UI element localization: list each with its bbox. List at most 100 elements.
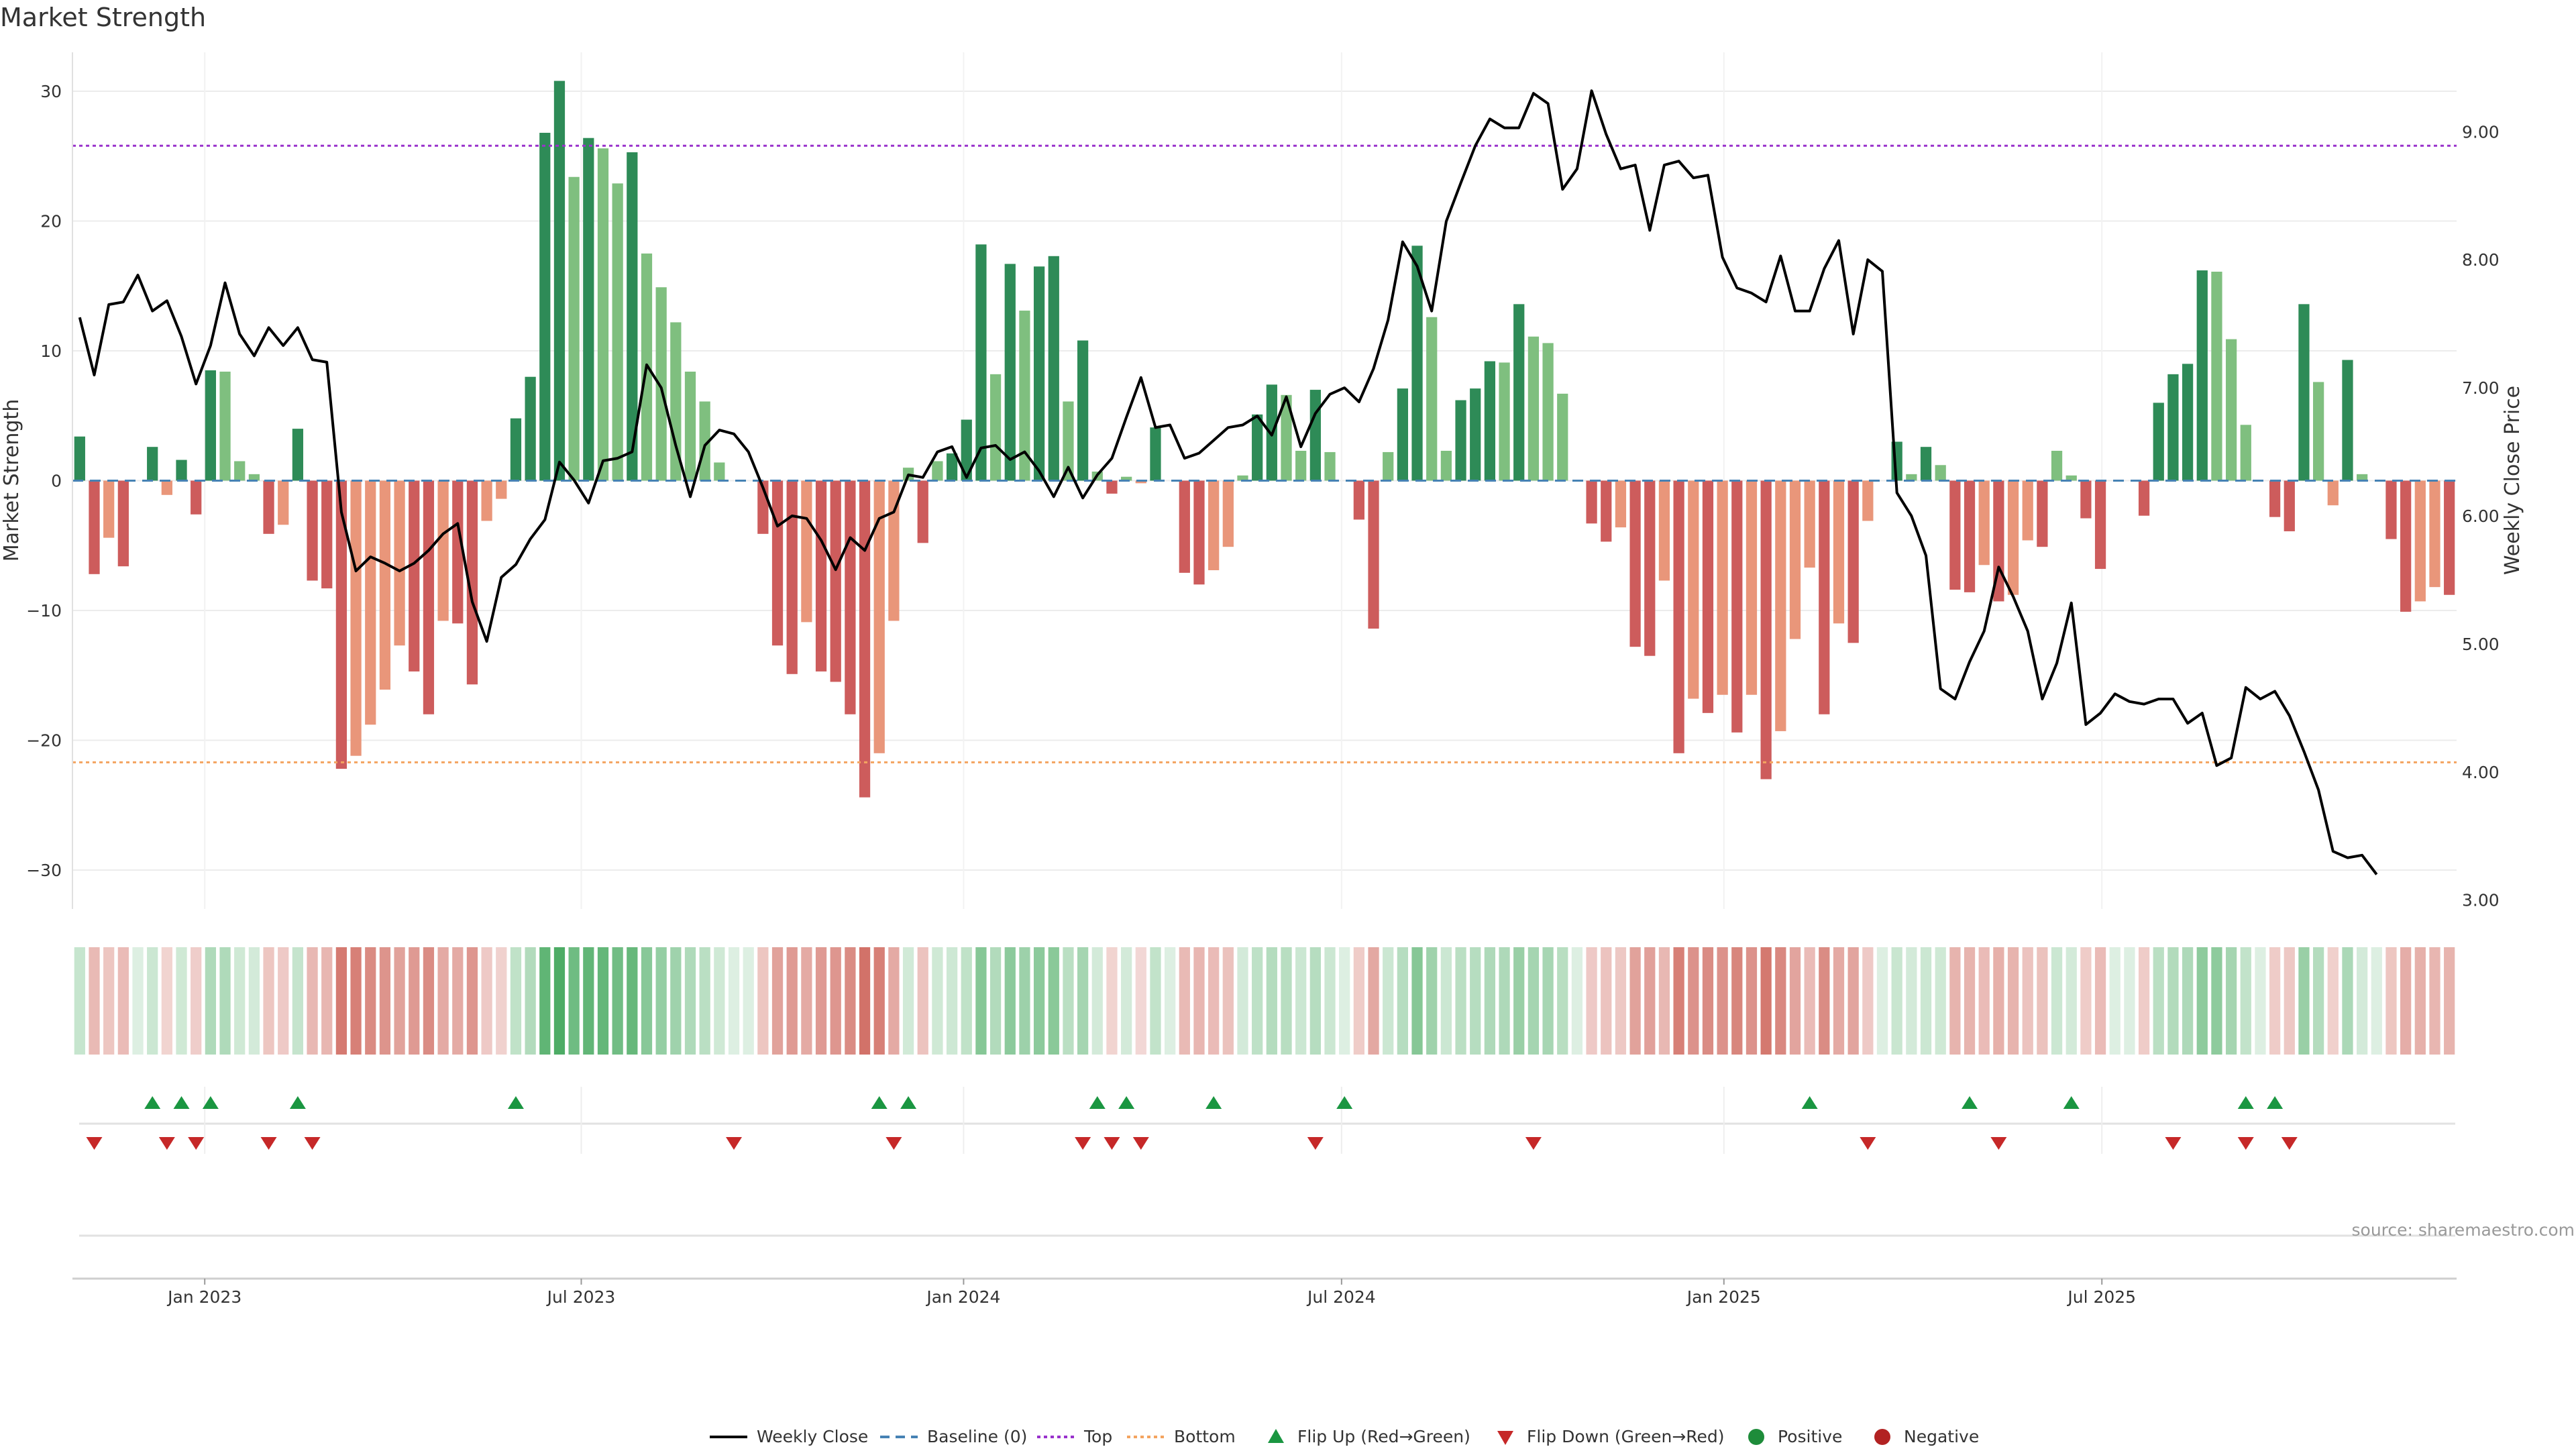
- heat-cell: [496, 947, 507, 1055]
- negative-bar: [1775, 480, 1786, 731]
- negative-bar: [1760, 480, 1772, 780]
- negative-bar: [423, 480, 435, 714]
- heat-cell: [132, 947, 144, 1055]
- heat-cell: [423, 947, 435, 1055]
- heat-cell: [161, 947, 172, 1055]
- legend-label: Negative: [1904, 1427, 1979, 1446]
- negative-bar: [191, 480, 202, 515]
- negative-bar: [394, 480, 405, 646]
- heat-cell: [1266, 947, 1277, 1055]
- negative-bar: [1717, 480, 1728, 695]
- positive-bar: [2167, 374, 2179, 481]
- right-tick-label: 6.00: [2462, 506, 2500, 526]
- positive-bar: [699, 401, 710, 481]
- flip-down-marker: [86, 1137, 103, 1150]
- right-tick-label: 4.00: [2462, 763, 2500, 782]
- flip-down-marker: [188, 1137, 205, 1150]
- negative-bar: [2429, 480, 2440, 588]
- flip-up-marker: [871, 1096, 888, 1109]
- heat-cell: [583, 947, 594, 1055]
- heat-cell: [1891, 947, 1902, 1055]
- positive-bar: [961, 419, 972, 481]
- positive-bar: [1542, 343, 1554, 481]
- negative-bar: [321, 480, 333, 589]
- heat-cell: [1440, 947, 1452, 1055]
- heat-cell: [2313, 947, 2324, 1055]
- heat-cell: [1586, 947, 1597, 1055]
- negative-bar: [1688, 480, 1699, 699]
- left-tick-label: −30: [26, 861, 62, 880]
- positive-bar: [568, 176, 580, 481]
- left-tick-label: −10: [26, 601, 62, 621]
- left-axis: 30 20 10 0 −10 −20 −30 Market Strength: [0, 52, 73, 909]
- heat-cell: [815, 947, 827, 1055]
- positive-bar: [627, 152, 638, 481]
- right-tick-label: 3.00: [2462, 891, 2500, 910]
- positive-bar: [946, 453, 958, 481]
- positive-bar: [583, 138, 594, 481]
- negative-bar: [1833, 480, 1845, 624]
- negative-bar: [1658, 480, 1670, 581]
- heat-cell: [2269, 947, 2281, 1055]
- negative-bar: [1746, 480, 1758, 695]
- heat-cell: [89, 947, 100, 1055]
- heat-cell: [1004, 947, 1016, 1055]
- heat-cell: [1339, 947, 1350, 1055]
- heat-cell: [2414, 947, 2426, 1055]
- negative-bar: [1222, 480, 1234, 547]
- positive-bar: [1920, 447, 1932, 481]
- negative-bar: [278, 480, 289, 525]
- negative-bar: [1615, 480, 1627, 528]
- heat-cell: [307, 947, 318, 1055]
- negative-bar: [1368, 480, 1379, 629]
- flip-up-marker: [1962, 1096, 1978, 1109]
- positive-bar: [2240, 425, 2251, 481]
- heat-cell: [335, 947, 347, 1055]
- left-tick-label: 20: [40, 212, 62, 231]
- positive-bar: [2342, 360, 2353, 481]
- heat-cell: [1789, 947, 1801, 1055]
- heat-strip: [74, 947, 2455, 1055]
- positive-bar: [1426, 317, 1438, 481]
- x-tick-label: Jul 2025: [2066, 1287, 2136, 1307]
- heat-cell: [961, 947, 972, 1055]
- heat-cell: [1629, 947, 1641, 1055]
- right-axis-title: Weekly Close Price: [2501, 386, 2524, 575]
- negative-bar: [1106, 480, 1118, 494]
- heat-cell: [1717, 947, 1728, 1055]
- heat-cell: [757, 947, 769, 1055]
- positive-bar: [1513, 304, 1525, 481]
- positive-bar: [612, 183, 623, 481]
- flip-up-marker: [1089, 1096, 1106, 1109]
- heat-cell: [2124, 947, 2135, 1055]
- heat-cell: [481, 947, 492, 1055]
- negative-bar: [2007, 480, 2019, 595]
- legend-label: Baseline (0): [927, 1427, 1027, 1446]
- heat-cell: [932, 947, 943, 1055]
- heat-cell: [205, 947, 216, 1055]
- heat-cell: [2167, 947, 2179, 1055]
- flip-up-marker: [2267, 1096, 2284, 1109]
- heat-cell: [1165, 947, 1176, 1055]
- heat-cell: [917, 947, 928, 1055]
- heat-cell: [2400, 947, 2412, 1055]
- negative-bar: [888, 480, 900, 621]
- heat-cell: [1063, 947, 1074, 1055]
- heat-cell: [989, 947, 1002, 1055]
- positive-bar: [2065, 475, 2077, 481]
- heat-cell: [394, 947, 405, 1055]
- legend-swatch-down: [1497, 1431, 1513, 1445]
- heat-cell: [2211, 947, 2222, 1055]
- heat-cell: [452, 947, 464, 1055]
- negative-bar: [1644, 480, 1656, 656]
- positive-bar: [670, 322, 682, 481]
- negative-bar: [2444, 480, 2455, 595]
- positive-bar: [1906, 474, 1917, 481]
- heat-cell: [771, 947, 784, 1055]
- positive-bar: [2313, 382, 2324, 481]
- heat-cell: [1658, 947, 1670, 1055]
- positive-bar: [1935, 465, 1946, 481]
- heat-cell: [219, 947, 231, 1055]
- heat-cell: [2037, 947, 2048, 1055]
- positive-bar: [1499, 362, 1510, 481]
